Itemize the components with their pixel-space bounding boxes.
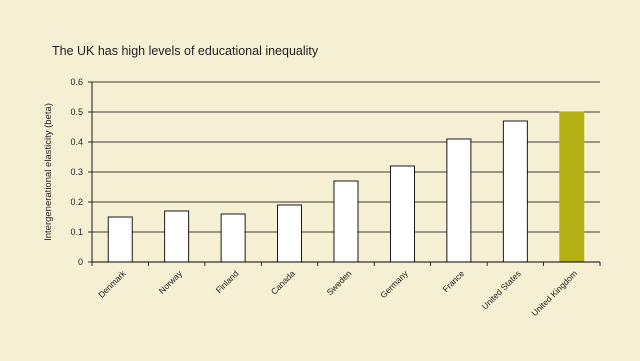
x-tick-label: Sweden <box>325 268 354 297</box>
y-tick-label: 0.2 <box>70 197 83 207</box>
bar-france <box>446 138 472 263</box>
y-tick-labels: 0 0.1 0.2 0.3 0.4 0.5 0.6 <box>70 77 92 267</box>
x-tick-label: Germany <box>378 268 410 300</box>
bar-canada <box>277 204 303 263</box>
x-tick-labels: Denmark Norway Finland Canada Sweden Germany F… <box>91 262 601 318</box>
y-tick-label: 0 <box>78 257 83 267</box>
bar-finland <box>220 213 246 263</box>
y-tick-label: 0.6 <box>70 77 83 87</box>
bars <box>107 111 585 263</box>
x-tick-label: Norway <box>157 268 185 296</box>
x-tick-label: United Kingdom <box>529 268 579 318</box>
bar-denmark <box>107 216 133 263</box>
chart-title: The UK has high levels of educational in… <box>52 44 319 58</box>
bar-germany <box>389 165 415 263</box>
y-axis-label: Intergenerational elasticity (beta) <box>43 103 54 241</box>
y-tick-label: 0.4 <box>70 137 83 147</box>
x-tick-label: United States <box>480 268 523 311</box>
x-tick-label: Canada <box>269 268 297 296</box>
x-tick-label: Finland <box>214 268 241 295</box>
bar-norway <box>164 210 190 263</box>
y-tick-label: 0.5 <box>70 107 83 117</box>
bar-united-states <box>502 120 528 263</box>
y-tick-label: 0.3 <box>70 167 83 177</box>
bar-united-kingdom <box>559 111 585 263</box>
bar-sweden <box>333 180 359 263</box>
y-tick-label: 0.1 <box>70 227 83 237</box>
x-tick-label: Denmark <box>96 268 128 300</box>
x-tick-label: France <box>441 268 467 294</box>
